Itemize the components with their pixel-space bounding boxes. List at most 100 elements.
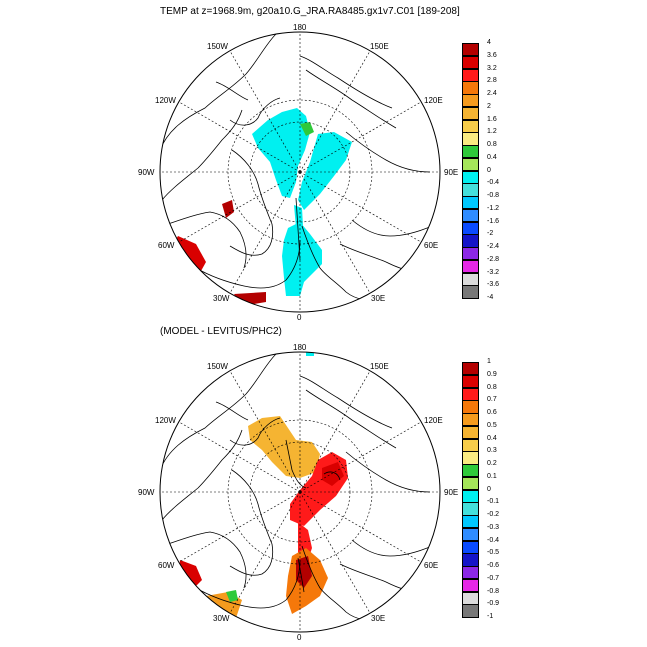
top-colorbar-label: 3.6 — [487, 51, 497, 59]
bottom-colorbar-label: -0.5 — [487, 549, 500, 557]
top-lon-label-150e: 150E — [370, 42, 389, 51]
top-colorbar-label: 0.8 — [487, 141, 497, 148]
top-colorbar-swatch — [462, 247, 479, 261]
top-colorbar-label: 1.2 — [487, 128, 497, 136]
top-field-cyan-east — [298, 132, 352, 210]
bottom-colorbar-swatch — [462, 515, 479, 529]
top-colorbar-label: -2 — [487, 230, 494, 238]
bottom-lon-label-60e: 60E — [424, 561, 439, 570]
bottom-colorbar-swatch — [462, 451, 479, 465]
top-colorbar-label: -2.8 — [487, 255, 500, 263]
bottom-lon-label-150w: 150W — [207, 362, 228, 371]
bottom-colorbar-swatch — [462, 476, 479, 491]
bottom-colorbar-swatch — [462, 374, 479, 389]
bottom-colorbar-swatch — [462, 438, 479, 452]
bottom-colorbar-label: 0.3 — [487, 447, 497, 455]
top-lon-label-60e: 60E — [424, 241, 439, 250]
top-colorbar-label: -1.6 — [487, 217, 500, 225]
top-colorbar-swatch — [462, 94, 479, 108]
top-colorbar-label: -0.4 — [487, 179, 500, 187]
bottom-graticule — [160, 352, 440, 632]
bottom-field-orange-west — [248, 416, 320, 478]
bottom-colorbar-label: 0.5 — [487, 421, 497, 429]
bottom-map-field — [160, 352, 433, 622]
top-colorbar-swatch — [462, 208, 479, 223]
bottom-field-green-southwest — [226, 590, 238, 602]
bottom-colorbar-swatch — [462, 362, 479, 376]
top-colorbar-swatch — [462, 132, 479, 146]
bottom-colorbar-swatch — [462, 578, 479, 593]
top-lon-label-0: 0 — [297, 313, 302, 322]
bottom-lon-label-180: 180 — [293, 343, 307, 352]
bottom-colorbar-swatch — [462, 413, 479, 427]
top-colorbar-label: 4 — [487, 39, 491, 46]
bottom-plot-title: (MODEL - LEVITUS/PHC2) — [160, 326, 282, 337]
bottom-colorbar-swatch — [462, 502, 479, 516]
bottom-field-cyan — [306, 352, 314, 356]
bottom-field-red-southwest — [178, 560, 202, 592]
top-field-red-3 — [234, 292, 266, 306]
bottom-colorbar-label: 0.2 — [487, 460, 497, 467]
bottom-colorbar-label: -0.8 — [487, 587, 500, 595]
top-colorbar-swatch — [462, 285, 479, 299]
bottom-colorbar-label: -0.7 — [487, 574, 500, 582]
bottom-colorbar-swatch — [462, 566, 479, 580]
top-map-field — [160, 33, 433, 306]
bottom-lon-label-150e: 150E — [370, 362, 389, 371]
top-lon-label-60w: 60W — [158, 241, 175, 250]
bottom-colorbar-label: 0.1 — [487, 472, 497, 480]
top-colorbar-label: -1.2 — [487, 204, 500, 212]
top-lon-label-120w: 120W — [155, 96, 176, 105]
bottom-colorbar-swatch — [462, 387, 479, 401]
bottom-colorbar-label: -0.2 — [487, 511, 500, 518]
bottom-colorbar-swatch — [462, 489, 479, 503]
bottom-colorbar-label: -0.1 — [487, 498, 500, 506]
bottom-colorbar-label: -1 — [487, 613, 494, 620]
bottom-colorbar-label: 0.7 — [487, 396, 497, 404]
top-plot-title: TEMP at z=1968.9m, g20a10.G_JRA.RA8485.g… — [160, 6, 460, 17]
top-colorbar-label: 0 — [487, 166, 491, 174]
bottom-colorbar-swatch — [462, 591, 479, 605]
bottom-colorbar-swatch — [462, 425, 479, 440]
top-colorbar-label: 2.8 — [487, 77, 497, 85]
bottom-colorbar-swatch — [462, 464, 479, 478]
bottom-colorbar-swatch — [462, 400, 479, 414]
top-lon-label-180: 180 — [293, 23, 307, 32]
bottom-colorbar-label: 0.6 — [487, 409, 497, 416]
top-colorbar-swatch — [462, 55, 479, 70]
top-map — [159, 31, 441, 313]
bottom-colorbar-label: -0.9 — [487, 600, 500, 608]
top-map-boundary — [159, 31, 441, 313]
bottom-lon-label-0: 0 — [297, 633, 302, 642]
bottom-colorbar-swatch — [462, 553, 479, 567]
top-colorbar-label: -3.2 — [487, 268, 500, 276]
bottom-colorbar-label: 0.8 — [487, 383, 497, 391]
bottom-field-darkred-east — [322, 462, 344, 486]
top-colorbar-label: -3.6 — [487, 281, 500, 289]
top-field-green — [300, 122, 314, 136]
top-colorbar-swatch — [462, 196, 479, 210]
bottom-lon-label-90e: 90E — [444, 488, 459, 497]
top-colorbar-swatch — [462, 145, 479, 159]
bottom-colorbar-label: 0 — [487, 485, 491, 493]
top-colorbar-label: -2.4 — [487, 243, 500, 250]
bottom-lon-label-60w: 60W — [158, 561, 175, 570]
top-colorbar-label: 2 — [487, 102, 491, 110]
top-colorbar-swatch — [462, 43, 479, 57]
bottom-lon-label-90w: 90W — [138, 488, 155, 497]
top-colorbar-swatch — [462, 157, 479, 172]
top-colorbar-swatch — [462, 170, 479, 184]
bottom-colorbar-label: -0.4 — [487, 536, 500, 544]
top-lon-label-90w: 90W — [138, 168, 155, 177]
top-colorbar-swatch — [462, 106, 479, 121]
top-colorbar-swatch — [462, 81, 479, 95]
top-field-red-2 — [222, 200, 234, 218]
top-colorbar-swatch — [462, 183, 479, 197]
top-colorbar-label: -4 — [487, 294, 494, 301]
top-lon-label-150w: 150W — [207, 42, 228, 51]
bottom-colorbar-swatch — [462, 604, 479, 618]
top-colorbar-swatch — [462, 234, 479, 248]
top-graticule — [160, 32, 440, 312]
top-colorbar-swatch — [462, 272, 479, 286]
